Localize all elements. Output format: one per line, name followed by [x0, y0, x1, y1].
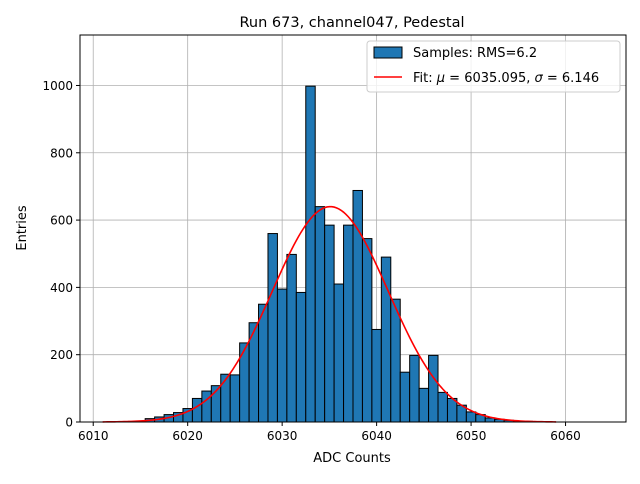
y-tick-label: 800	[50, 146, 73, 160]
x-tick-label: 6030	[267, 429, 298, 443]
histogram-bar	[296, 292, 305, 422]
histogram-bar	[202, 391, 211, 422]
y-tick-label: 600	[50, 214, 73, 228]
histogram-bar	[438, 392, 447, 422]
histogram-bar	[344, 225, 353, 422]
histogram-bar	[315, 207, 324, 422]
histogram-bar	[381, 257, 390, 422]
y-tick-label: 0	[65, 416, 73, 430]
histogram-bar	[230, 375, 239, 422]
y-tick-label: 1000	[42, 79, 73, 93]
histogram-bar	[429, 355, 438, 422]
legend: Samples: RMS=6.2 Fit: μ = 6035.095, σ = …	[367, 41, 620, 92]
histogram-bar	[372, 329, 381, 422]
histogram-bar	[419, 388, 428, 422]
x-tick-label: 6050	[456, 429, 487, 443]
chart-title: Run 673, channel047, Pedestal	[239, 15, 464, 31]
histogram-bar	[362, 239, 371, 422]
x-tick-label: 6010	[78, 429, 109, 443]
histogram-bar	[192, 398, 201, 422]
histogram-bar	[466, 412, 475, 422]
y-axis-label: Entries	[15, 205, 30, 251]
y-tick-label: 200	[50, 348, 73, 362]
histogram-bar	[334, 284, 343, 422]
histogram-bar	[391, 299, 400, 422]
x-tick-label: 6060	[550, 429, 581, 443]
histogram-bar	[268, 234, 277, 422]
histogram-bar	[325, 225, 334, 422]
legend-label-samples: Samples: RMS=6.2	[413, 46, 537, 61]
histogram-bar	[447, 398, 456, 422]
x-tick-label: 6020	[172, 429, 203, 443]
legend-swatch-samples	[374, 47, 402, 58]
histogram-bar	[277, 289, 286, 422]
legend-label-fit: Fit: μ = 6035.095, σ = 6.146	[413, 71, 599, 86]
y-tick-label: 400	[50, 281, 73, 295]
x-axis-label: ADC Counts	[313, 451, 391, 466]
histogram-bar	[306, 86, 315, 422]
histogram-bar	[287, 254, 296, 422]
histogram-bar	[259, 304, 268, 422]
histogram-bar	[410, 355, 419, 422]
histogram-bar	[400, 372, 409, 422]
x-tick-label: 6040	[361, 429, 392, 443]
histogram-bar	[221, 374, 230, 422]
